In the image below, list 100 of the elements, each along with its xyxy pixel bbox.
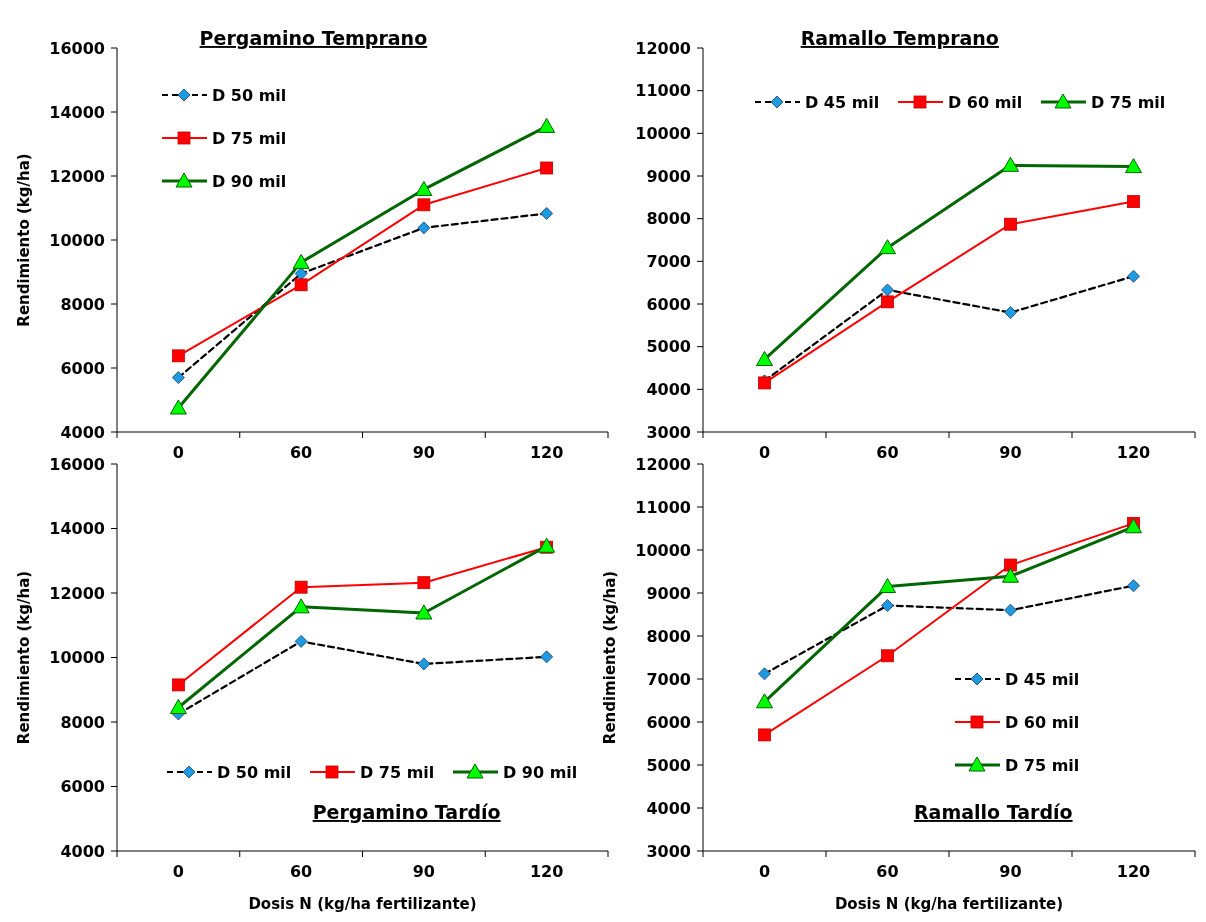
legend-label: D 75 mil [1005,755,1080,775]
y-tick-label: 10000 [49,230,105,250]
text: Pergamino Tardío [312,801,501,823]
y-tick-label: 12000 [49,166,105,186]
point [1004,603,1017,617]
point [415,604,433,620]
legend-label: D 75 mil [212,128,287,148]
x-tick-label: 90 [999,443,1022,462]
legend-label: D 50 mil [217,762,292,782]
point [881,599,894,612]
x-tick-label: 0 [758,443,771,462]
y-tick-label: 5000 [646,755,691,775]
y-tick-label: 16000 [49,454,105,474]
y-tick-label: 3000 [646,422,691,442]
point [758,667,771,681]
y-tick-label: 9000 [646,583,691,603]
point [758,728,771,742]
point [169,399,187,415]
y-tick-label: 4000 [60,841,105,861]
legend-label: D 60 mil [1005,712,1080,732]
point [292,253,310,269]
y-tick-label: 8000 [60,712,105,732]
x-tick-label: 120 [529,862,564,881]
y-tick-label: 6000 [646,712,691,732]
point [1127,579,1140,593]
x-tick-label: 60 [289,862,313,881]
point [1004,306,1017,319]
y-tick-label: 6000 [60,777,105,797]
legend-label: D 90 mil [212,171,287,191]
point [881,283,894,297]
x-tick-label: 0 [758,862,771,881]
x-tick-label: 90 [412,862,436,881]
x-tick-label: 60 [876,443,899,462]
y-tick-label: 5000 [646,337,691,357]
x-axis-title: Dosis N (kg/ha fertilizante) [834,895,1064,913]
y-tick-label: 4000 [646,798,691,818]
point [417,657,431,671]
point [1125,158,1142,174]
y-tick-label: 7000 [646,251,691,271]
y-tick-label: 8000 [646,209,691,229]
point [417,576,431,590]
y-tick-label: 11000 [635,497,691,517]
y-tick-label: 6000 [60,358,105,378]
y-tick-label: 7000 [646,669,691,689]
point [1002,567,1019,583]
point [294,278,308,292]
point [415,180,433,196]
y-tick-label: 12000 [635,454,691,474]
y-tick-label: 12000 [49,583,105,603]
y-tick-label: 4000 [646,379,691,399]
point [540,207,554,220]
legend-label: D 45 mil [805,92,880,112]
point [294,634,308,648]
legend-label: D 50 mil [212,85,287,105]
point [417,221,431,235]
point [294,267,308,280]
x-axis-title: Dosis N (kg/ha fertilizante) [248,895,477,913]
point [756,693,773,709]
point [171,678,185,692]
x-tick-label: 90 [999,862,1022,881]
point [294,580,308,594]
y-tick-label: 8000 [60,294,105,314]
point [417,198,431,212]
y-tick-label: 11000 [635,81,691,101]
y-tick-label: 3000 [646,841,691,861]
point [879,578,896,594]
point [540,650,554,664]
legend-label: D 60 mil [948,92,1023,112]
point [1127,195,1140,208]
x-tick-label: 0 [172,862,184,881]
point [171,371,185,384]
y-tick-label: 10000 [49,648,105,668]
point [169,698,187,714]
y-tick-label: 8000 [646,626,691,646]
x-tick-label: 120 [1116,862,1151,881]
y-tick-label: 14000 [49,519,105,539]
x-tick-label: 60 [876,862,899,881]
y-tick-label: 14000 [49,102,105,122]
text: Ramallo Tardío [913,801,1073,823]
point [1127,269,1140,283]
y-tick-label: 6000 [646,294,691,314]
y-tick-label: 12000 [635,38,691,58]
point [881,295,894,309]
chart-title: Pergamino Temprano [199,27,428,49]
point [881,649,894,663]
point [540,161,554,175]
y-axis-title: Rendimiento (kg/ha) [601,570,619,745]
y-axis-title: Rendimiento (kg/ha) [15,570,33,745]
y-tick-label: 10000 [635,123,691,143]
point [292,598,310,614]
point [1125,518,1142,534]
y-tick-label: 16000 [49,38,105,58]
point [1004,217,1017,231]
y-tick-label: 9000 [646,166,691,186]
y-axis-title: Rendimiento (kg/ha) [15,153,33,327]
chart-title: Ramallo Temprano [800,27,999,49]
x-tick-label: 120 [1116,443,1151,462]
y-tick-label: 4000 [60,422,105,442]
y-tick-label: 10000 [635,540,691,560]
legend-label: D 75 mil [360,762,435,782]
